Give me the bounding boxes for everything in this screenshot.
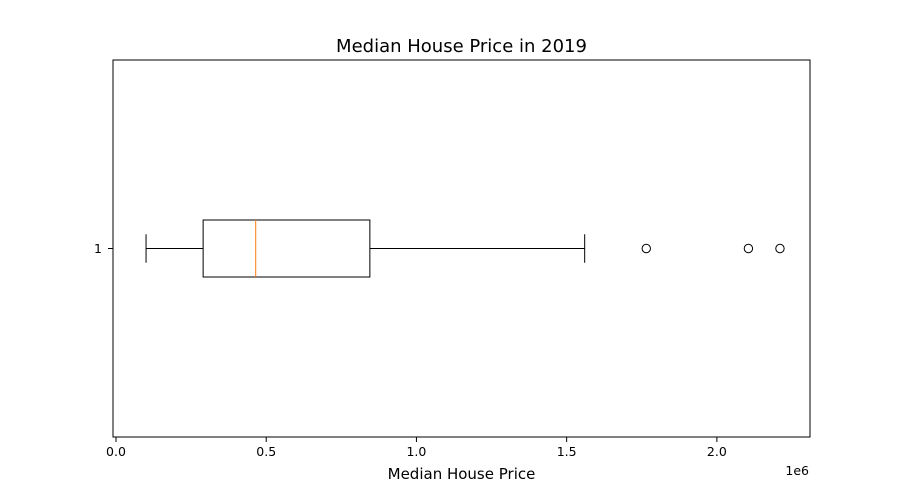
- x-axis-label: Median House Price: [388, 465, 536, 483]
- outlier-point: [775, 243, 785, 254]
- x-axis-offset-label: 1e6: [785, 463, 809, 478]
- x-tick-label: 1.5: [557, 444, 577, 459]
- chart-title: Median House Price in 2019: [336, 36, 587, 57]
- x-tick-label: 0.0: [106, 444, 126, 459]
- outlier-point: [641, 243, 651, 254]
- x-tick-label: 1.0: [406, 444, 426, 459]
- y-tick-label: 1: [94, 241, 102, 256]
- outlier-point: [743, 243, 754, 254]
- iqr-box: [202, 219, 371, 278]
- plot-area: 0.0 0.5 1.0 1.5 2.0 1: [94, 59, 811, 459]
- x-tick-label: 0.5: [256, 444, 276, 459]
- x-tick-label: 2.0: [707, 444, 727, 459]
